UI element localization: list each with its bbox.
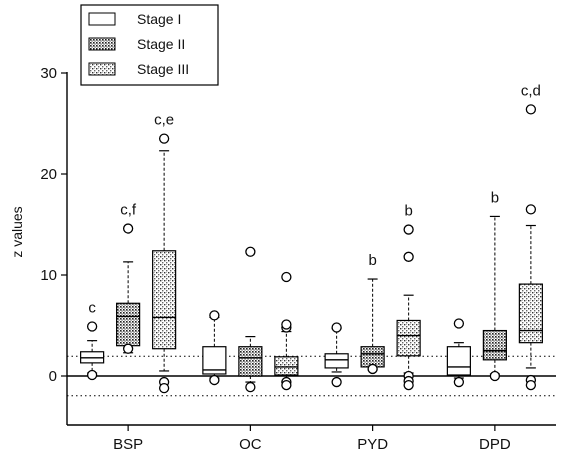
legend-swatch: [88, 12, 116, 26]
box: [396, 319, 421, 357]
y-axis-title: z values: [9, 206, 25, 257]
x-tick-label: PYD: [357, 436, 388, 453]
box: [324, 353, 349, 369]
outlier-point: [122, 223, 134, 234]
box: [152, 250, 177, 350]
x-tick-label: OC: [239, 436, 262, 453]
series-stage-iii: c,e b c,d: [152, 82, 543, 394]
box: [202, 346, 227, 375]
legend-swatch: [88, 62, 116, 76]
outlier-point: [209, 310, 220, 321]
reference-lines: [67, 355, 556, 397]
significance-annotation: b: [368, 252, 376, 269]
outlier-point: [331, 322, 342, 333]
box: [446, 346, 471, 376]
box: [482, 329, 507, 361]
y-tick-label: 20: [40, 166, 57, 183]
outlier-point: [403, 379, 414, 391]
y-tick-label: 30: [40, 65, 57, 82]
series-stage-i: c: [80, 300, 471, 388]
box: [116, 302, 141, 347]
outlier-point: [86, 369, 98, 381]
legend-label: Stage III: [137, 61, 189, 77]
x-axis: BSP OC PYD DPD: [67, 424, 556, 453]
outlier-point: [367, 363, 378, 375]
outlier-point: [281, 271, 292, 283]
outlier-point: [489, 370, 501, 382]
x-tick-label: BSP: [113, 436, 143, 453]
box: [518, 283, 543, 344]
significance-annotation: c,f: [120, 202, 137, 219]
outlier-point: [281, 319, 292, 330]
y-tick-label: 0: [49, 368, 57, 385]
legend: Stage I Stage II Stage III: [80, 4, 219, 86]
legend-swatch: [88, 37, 116, 51]
significance-annotation: b: [491, 189, 499, 206]
outlier-point: [245, 381, 256, 393]
outlier-point: [281, 379, 292, 391]
outlier-point: [209, 374, 220, 386]
outlier-point: [158, 133, 170, 144]
outlier-point: [122, 343, 134, 354]
significance-annotation: c,d: [521, 82, 541, 99]
outlier-point: [86, 321, 98, 332]
x-tick-label: DPD: [479, 436, 511, 453]
outlier-point: [245, 246, 256, 257]
outlier-point: [158, 382, 170, 394]
y-axis: 0 10 20 30: [40, 65, 68, 425]
significance-annotation: b: [404, 203, 412, 220]
outlier-point: [453, 318, 465, 329]
outlier-point: [453, 376, 465, 388]
plot-area: c c,f b b c,e b c,d: [80, 82, 543, 394]
significance-annotation: c: [88, 300, 96, 317]
box: [274, 356, 299, 376]
box: [238, 346, 263, 377]
y-tick-label: 10: [40, 267, 57, 284]
outlier-point: [525, 104, 537, 115]
legend-label: Stage I: [137, 11, 181, 27]
outlier-point: [403, 224, 414, 235]
outlier-point: [525, 379, 537, 391]
outlier-point: [525, 204, 537, 215]
outlier-point: [331, 376, 342, 388]
outlier-point: [403, 251, 414, 262]
series-stage-ii: c,f b b: [116, 189, 507, 393]
significance-annotation: c,e: [154, 112, 174, 129]
legend-label: Stage II: [137, 36, 185, 52]
